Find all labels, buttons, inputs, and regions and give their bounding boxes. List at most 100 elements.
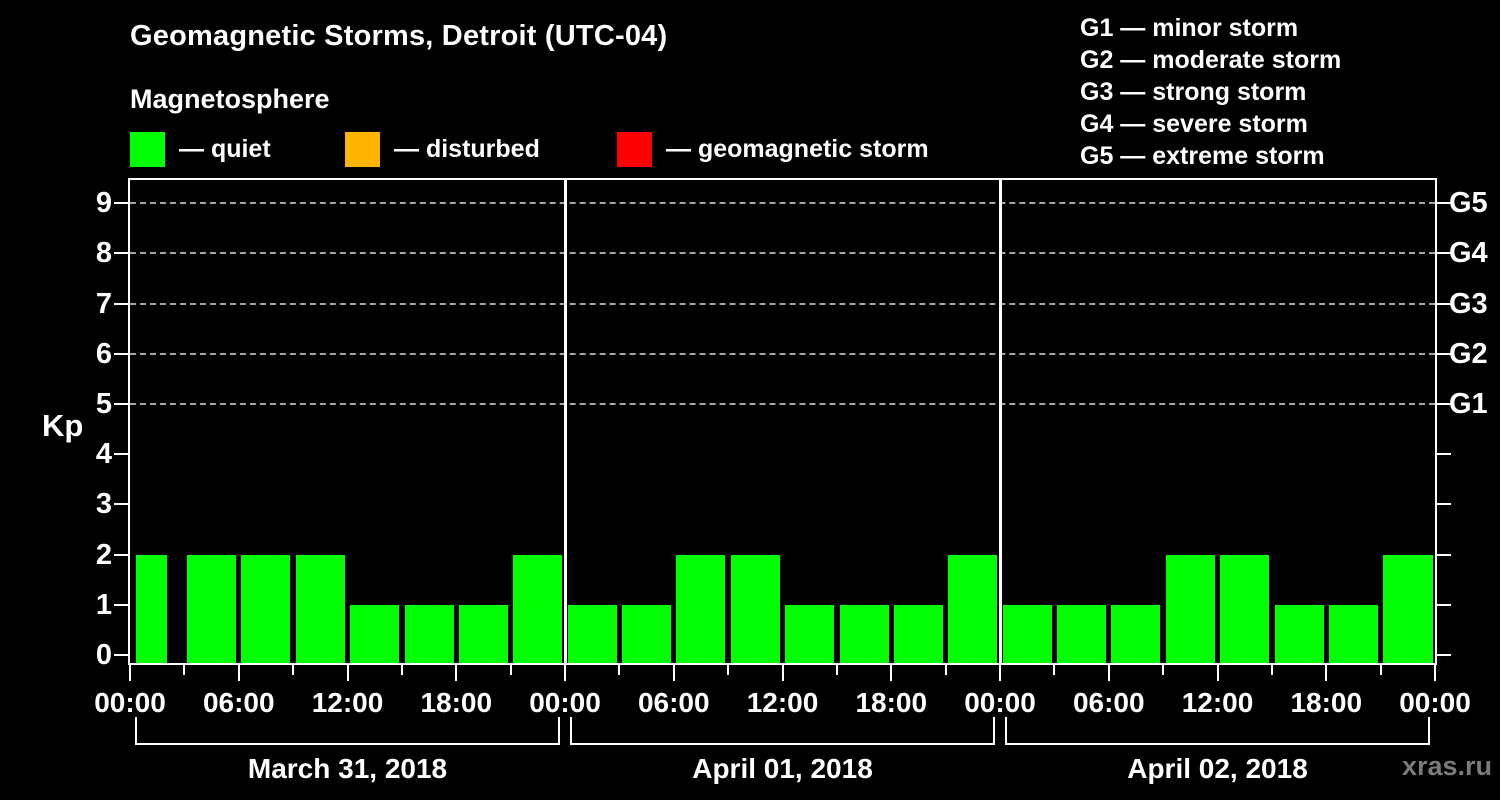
- quiet-color-swatch: [130, 131, 165, 167]
- kp-bar: [404, 604, 454, 663]
- date-bracket-line: [1005, 743, 1430, 745]
- x-axis-tick: [1216, 665, 1219, 681]
- kp-bar: [839, 604, 889, 663]
- x-axis-tick: [564, 665, 566, 681]
- kp-bar: [1328, 604, 1378, 663]
- gridline: [130, 352, 1435, 355]
- storm-scale-g2: G2 — moderate storm: [1080, 46, 1342, 74]
- y-axis-tick-left: [114, 352, 128, 355]
- g-level-label: G1: [1449, 388, 1488, 420]
- kp-bar: [785, 604, 835, 663]
- x-axis-tick: [835, 665, 838, 675]
- x-axis-tick: [1434, 665, 1436, 681]
- y-axis-tick-left: [114, 654, 128, 656]
- x-tick-label: 12:00: [311, 687, 384, 718]
- x-axis-tick: [1162, 665, 1165, 675]
- x-axis-tick: [292, 665, 295, 675]
- y-axis-tick-right: [1437, 553, 1451, 556]
- x-tick-label: 00:00: [529, 687, 601, 718]
- gridline: [130, 302, 1435, 305]
- x-tick-label: 00:00: [94, 687, 166, 718]
- y-tick-label: 0: [95, 639, 112, 671]
- y-axis-tick-right: [1437, 403, 1451, 405]
- y-tick-label: 1: [95, 588, 112, 621]
- x-axis-tick: [944, 665, 947, 675]
- y-tick-label: 3: [95, 488, 112, 521]
- storm-scale-g3: G3 — strong storm: [1080, 78, 1307, 106]
- storm-scale-g1: G1 — minor storm: [1080, 14, 1299, 42]
- kp-bar: [893, 604, 943, 663]
- x-tick-label: 06:00: [637, 687, 710, 718]
- date-bracket-end: [993, 717, 995, 745]
- kp-bar: [136, 554, 167, 663]
- kp-bar: [295, 554, 345, 663]
- x-tick-label: 00:00: [1399, 687, 1471, 718]
- y-tick-label: 8: [95, 237, 112, 270]
- x-axis-tick: [183, 665, 186, 675]
- kp-bar: [676, 554, 726, 663]
- legend-label-quiet: — quiet: [179, 134, 271, 163]
- kp-bar: [1274, 604, 1324, 663]
- x-axis-tick: [618, 665, 621, 675]
- storm-color-swatch: [617, 131, 652, 167]
- kp-bar: [622, 604, 672, 663]
- date-bracket-end: [570, 717, 572, 745]
- gridline: [130, 202, 1435, 205]
- x-axis-tick: [1107, 665, 1110, 681]
- x-tick-label: 18:00: [1290, 687, 1363, 718]
- kp-bar: [730, 554, 780, 663]
- date-label: April 02, 2018: [1127, 753, 1308, 784]
- y-axis-tick-left: [114, 503, 128, 506]
- g-level-label: G2: [1449, 337, 1488, 370]
- plot-area: Kp 0 1 2 3 4 5 6 7 8 9 G1 G2 G3 G4 G5 00:00 06:00 12:00 18…: [42, 178, 1488, 784]
- x-axis-tick: [129, 665, 131, 681]
- x-axis-tick: [672, 665, 675, 681]
- kp-bar: [1220, 554, 1270, 663]
- kp-bar: [241, 554, 291, 663]
- kp-bar: [1057, 604, 1107, 663]
- day-separator: [563, 180, 567, 663]
- date-bracket-end: [135, 717, 137, 745]
- page-title: Geomagnetic Storms, Detroit (UTC-04): [130, 20, 668, 52]
- date-label: March 31, 2018: [247, 753, 448, 784]
- kp-bar: [567, 604, 617, 663]
- y-axis-tick-left: [114, 302, 128, 305]
- x-axis-tick: [1270, 665, 1273, 675]
- x-axis-tick: [999, 665, 1001, 681]
- x-tick-label: 18:00: [420, 687, 493, 718]
- y-tick-label: 4: [95, 438, 112, 471]
- kp-bar: [1165, 554, 1215, 663]
- y-tick-label: 2: [95, 538, 112, 571]
- y-axis-tick-right: [1437, 603, 1451, 606]
- y-axis-tick-right: [1437, 252, 1451, 255]
- disturbed-color-swatch: [345, 131, 380, 167]
- storm-scale-g4: G4 — severe storm: [1080, 110, 1308, 138]
- x-axis-tick: [1325, 665, 1328, 681]
- y-axis-tick-right: [1437, 302, 1451, 305]
- g-level-label: G5: [1449, 187, 1488, 220]
- x-axis-tick: [346, 665, 349, 681]
- date-bracket-line: [570, 743, 995, 745]
- kp-bar: [458, 604, 508, 663]
- date-bracket-end: [1005, 717, 1007, 745]
- y-axis-tick-right: [1437, 202, 1451, 205]
- x-axis-tick: [509, 665, 512, 675]
- y-axis-tick-left: [114, 553, 128, 556]
- legend-label-disturbed: — disturbed: [394, 134, 540, 163]
- date-bracket-end: [558, 717, 560, 745]
- legend-label-geomagnetic-storm: — geomagnetic storm: [666, 134, 929, 163]
- x-axis-tick: [400, 665, 403, 675]
- kp-bar: [1002, 604, 1052, 663]
- y-axis-tick-left: [114, 403, 128, 405]
- legend-item-quiet: — quiet: [130, 131, 271, 167]
- gridline: [130, 403, 1435, 405]
- legend-item-disturbed: — disturbed: [345, 131, 540, 167]
- g-level-label: G4: [1449, 237, 1488, 270]
- kp-bar: [1111, 604, 1161, 663]
- y-tick-label: 5: [95, 388, 112, 420]
- legend-item-geomagnetic-storm: — geomagnetic storm: [617, 131, 929, 167]
- kp-bar: [350, 604, 400, 663]
- gridline: [130, 252, 1435, 255]
- y-tick-label: 7: [95, 287, 112, 320]
